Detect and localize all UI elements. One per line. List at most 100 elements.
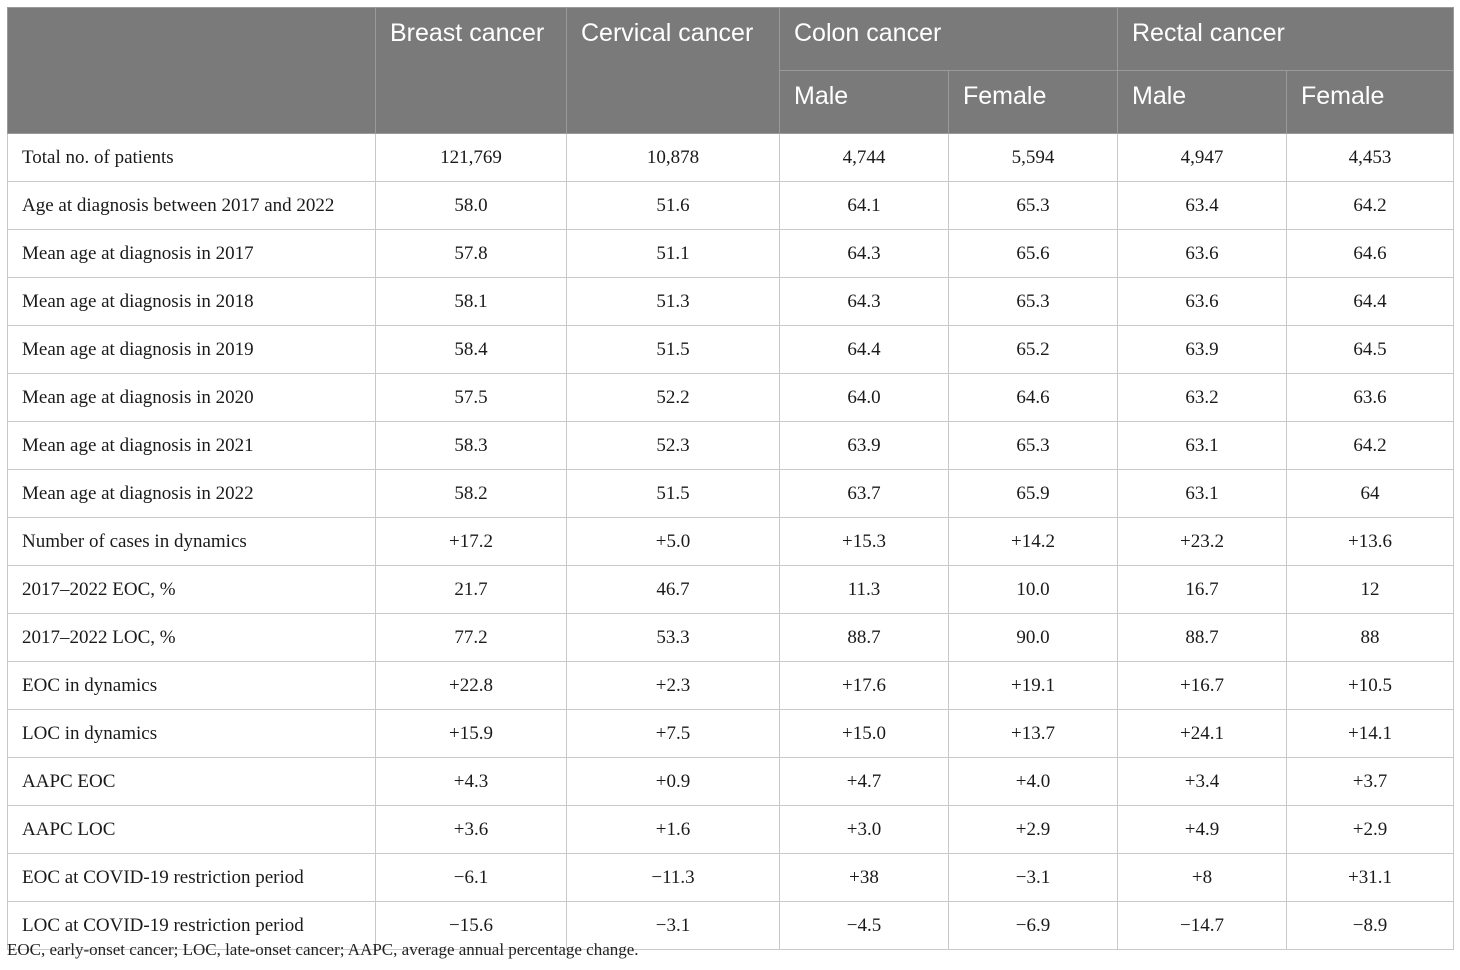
breast-cancer-value: +22.8: [375, 661, 567, 710]
colon-female-value: +4.0: [948, 757, 1118, 806]
data-table: Breast cancer Cervical cancer Colon canc…: [7, 7, 1455, 950]
cervical-cancer-value: 51.1: [566, 229, 780, 278]
rectal-male-value: +8: [1117, 853, 1287, 902]
rectal-female-value: 64.5: [1285, 325, 1455, 374]
colon-male-value: 63.9: [779, 421, 949, 470]
breast-cancer-value: 58.2: [375, 469, 567, 518]
cervical-cancer-value: 51.6: [566, 181, 780, 230]
colon-male-value: 4,744: [779, 133, 949, 182]
colon-male-value: 64.4: [779, 325, 949, 374]
cervical-cancer-value: 51.3: [566, 277, 780, 326]
table-row: Total no. of patients 121,769 10,878 4,744 5…: [7, 133, 1455, 182]
colon-female-value: 64.6: [948, 373, 1118, 422]
rectal-male-value: 63.1: [1117, 469, 1287, 518]
row-label: Total no. of patients: [7, 133, 376, 182]
table-row: EOC in dynamics +22.8 +2.3 +17.6 +19.1 +16.7 +…: [7, 661, 1455, 710]
header-colon-male: Male: [779, 70, 949, 134]
rectal-female-value: +3.7: [1285, 757, 1455, 806]
rectal-female-value: +14.1: [1285, 709, 1455, 758]
row-label: EOC at COVID-19 restriction period: [7, 853, 376, 902]
table-row: 2017–2022 LOC, % 77.2 53.3 88.7 90.0 88.7 88: [7, 613, 1455, 662]
rectal-female-value: 64.4: [1285, 277, 1455, 326]
breast-cancer-value: +4.3: [375, 757, 567, 806]
breast-cancer-value: 77.2: [375, 613, 567, 662]
cervical-cancer-value: 51.5: [566, 469, 780, 518]
rectal-female-value: 64.6: [1285, 229, 1455, 278]
rectal-female-value: 64.2: [1285, 421, 1455, 470]
colon-male-value: 64.1: [779, 181, 949, 230]
colon-female-value: 10.0: [948, 565, 1118, 614]
colon-male-value: +17.6: [779, 661, 949, 710]
colon-male-value: +15.0: [779, 709, 949, 758]
header-row-2: Male Female Male Female: [8, 70, 1455, 134]
colon-female-value: 65.2: [948, 325, 1118, 374]
rectal-female-value: +13.6: [1285, 517, 1455, 566]
table-row: AAPC EOC +4.3 +0.9 +4.7 +4.0 +3.4 +3.7: [7, 757, 1455, 806]
header-breast-cancer: Breast cancer: [375, 7, 567, 134]
row-label: Number of cases in dynamics: [7, 517, 376, 566]
rectal-female-value: 64: [1285, 469, 1455, 518]
table-row: Age at diagnosis between 2017 and 2022 58…: [7, 181, 1455, 230]
breast-cancer-value: +17.2: [375, 517, 567, 566]
header-colon-female: Female: [948, 70, 1118, 134]
rectal-female-value: +10.5: [1285, 661, 1455, 710]
cervical-cancer-value: 51.5: [566, 325, 780, 374]
table-footnote: EOC, early-onset cancer; LOC, late-onset…: [7, 940, 639, 959]
header-rectal-female: Female: [1285, 70, 1455, 134]
breast-cancer-value: 57.5: [375, 373, 567, 422]
colon-female-value: −6.9: [948, 901, 1118, 950]
rectal-female-value: +31.1: [1285, 853, 1455, 902]
rectal-male-value: +4.9: [1117, 805, 1287, 854]
cervical-cancer-value: +2.3: [566, 661, 780, 710]
colon-male-value: 64.3: [779, 229, 949, 278]
rectal-male-value: +24.1: [1117, 709, 1287, 758]
breast-cancer-value: 58.4: [375, 325, 567, 374]
table-row: Mean age at diagnosis in 2017 57.8 51.1 64.…: [7, 229, 1455, 278]
colon-female-value: 65.3: [948, 277, 1118, 326]
rectal-male-value: 88.7: [1117, 613, 1287, 662]
rectal-male-value: 16.7: [1117, 565, 1287, 614]
row-label: Mean age at diagnosis in 2021: [7, 421, 376, 470]
header-rectal-male: Male: [1117, 70, 1287, 134]
header-row-1: Breast cancer Cervical cancer Colon canc…: [7, 7, 1455, 134]
row-label: Age at diagnosis between 2017 and 2022: [7, 181, 376, 230]
rectal-female-value: 88: [1285, 613, 1455, 662]
row-label: Mean age at diagnosis in 2018: [7, 277, 376, 326]
rectal-male-value: 63.6: [1117, 229, 1287, 278]
header-cervical-cancer: Cervical cancer: [566, 7, 780, 134]
colon-male-value: 63.7: [779, 469, 949, 518]
colon-male-value: 64.0: [779, 373, 949, 422]
colon-male-value: 64.3: [779, 277, 949, 326]
table-row: AAPC LOC +3.6 +1.6 +3.0 +2.9 +4.9 +2.9: [7, 805, 1455, 854]
breast-cancer-value: +3.6: [375, 805, 567, 854]
table-row: EOC at COVID-19 restriction period −6.1 −1…: [7, 853, 1455, 902]
table-row: LOC in dynamics +15.9 +7.5 +15.0 +13.7 +24.1 +…: [7, 709, 1455, 758]
colon-male-value: +4.7: [779, 757, 949, 806]
header-colon-cancer: Colon cancer: [779, 7, 1118, 71]
cervical-cancer-value: 10,878: [566, 133, 780, 182]
cervical-cancer-value: +0.9: [566, 757, 780, 806]
row-label: Mean age at diagnosis in 2020: [7, 373, 376, 422]
row-label: LOC in dynamics: [7, 709, 376, 758]
row-label: AAPC EOC: [7, 757, 376, 806]
breast-cancer-value: +15.9: [375, 709, 567, 758]
colon-female-value: 90.0: [948, 613, 1118, 662]
rectal-female-value: −8.9: [1285, 901, 1455, 950]
header-rectal-cancer: Rectal cancer: [1116, 7, 1455, 71]
row-label: EOC in dynamics: [7, 661, 376, 710]
row-label: Mean age at diagnosis in 2019: [7, 325, 376, 374]
colon-female-value: 65.3: [948, 421, 1118, 470]
table-row: 2017–2022 EOC, % 21.7 46.7 11.3 10.0 16.7 12: [7, 565, 1455, 614]
colon-female-value: 65.6: [948, 229, 1118, 278]
rectal-male-value: 63.4: [1117, 181, 1287, 230]
rectal-male-value: 63.2: [1117, 373, 1287, 422]
rectal-male-value: +3.4: [1117, 757, 1287, 806]
rectal-female-value: +2.9: [1285, 805, 1455, 854]
row-label: LOC at COVID-19 restriction period: [7, 901, 376, 950]
cervical-cancer-value: 52.3: [566, 421, 780, 470]
breast-cancer-value: 57.8: [375, 229, 567, 278]
table-row: Mean age at diagnosis in 2019 58.4 51.5 64.…: [7, 325, 1455, 374]
breast-cancer-value: 21.7: [375, 565, 567, 614]
table-body: Total no. of patients 121,769 10,878 4,744 5…: [7, 133, 1455, 950]
breast-cancer-value: −15.6: [375, 901, 567, 950]
